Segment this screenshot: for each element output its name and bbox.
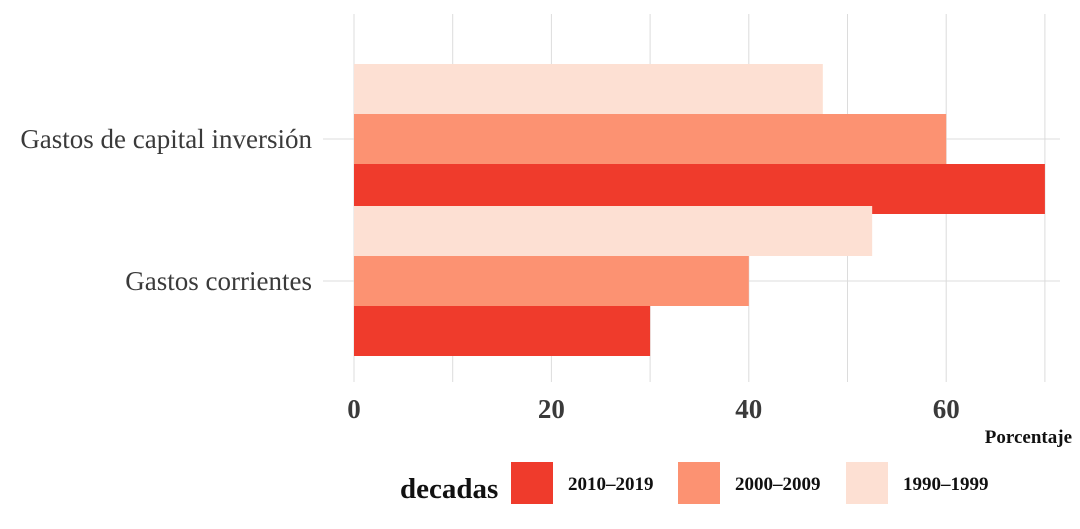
bar <box>354 164 1045 214</box>
category-label: Gastos corrientes <box>125 266 312 296</box>
tick-label: 0 <box>347 394 361 424</box>
x-axis-title: Porcentaje <box>985 427 1072 448</box>
category-label: Gastos de capital inversión <box>20 124 312 154</box>
legend-swatch <box>678 462 720 504</box>
tick-label: 60 <box>933 394 960 424</box>
legend-label: 2000–2009 <box>735 474 821 495</box>
legend-label: 2010–2019 <box>568 474 654 495</box>
bar <box>354 114 947 164</box>
legend-label: 1990–1999 <box>903 474 989 495</box>
legend: decadas 2010–2019 2000–2009 1990–1999 <box>400 462 989 505</box>
legend-title: decadas <box>400 473 498 505</box>
bar <box>354 64 823 114</box>
bars <box>354 64 1045 356</box>
bar <box>354 206 873 256</box>
legend-swatch <box>846 462 888 504</box>
category-axis: Gastos de capital inversión Gastos corrie… <box>20 124 312 296</box>
bar <box>354 306 651 356</box>
tick-label: 20 <box>538 394 565 424</box>
tick-label: 40 <box>735 394 762 424</box>
bar <box>354 256 749 306</box>
value-axis-ticks: 0 20 40 60 <box>347 394 959 424</box>
legend-swatch <box>511 462 553 504</box>
